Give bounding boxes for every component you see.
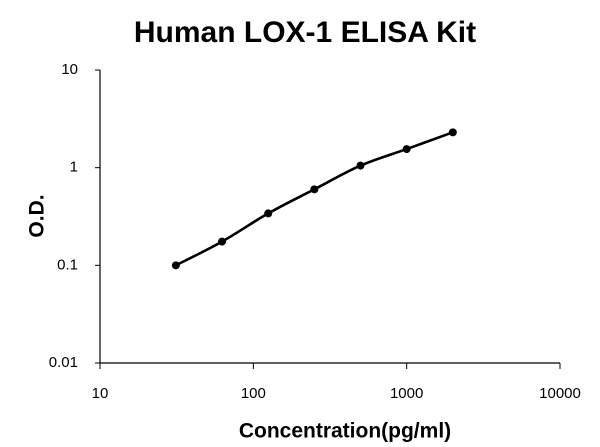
x-axis-label: Concentration(pg/ml) xyxy=(239,420,451,443)
chart-title: Human LOX-1 ELISA Kit xyxy=(134,16,476,49)
x-tick-label: 1000 xyxy=(390,385,423,402)
x-tick-label: 100 xyxy=(241,385,266,402)
x-tick-label: 10 xyxy=(92,385,109,402)
data-point xyxy=(171,261,180,270)
data-point xyxy=(402,145,411,154)
data-point xyxy=(356,161,365,170)
y-tick-label: 10 xyxy=(61,61,78,78)
data-point xyxy=(218,237,227,246)
curve xyxy=(175,131,454,267)
data-point xyxy=(448,128,457,137)
y-axis-label: O.D. xyxy=(26,194,49,237)
y-tick-label: 0.1 xyxy=(57,256,78,273)
data-point xyxy=(264,209,273,218)
data-point xyxy=(310,185,319,194)
y-tick-label: 0.01 xyxy=(49,354,78,371)
y-tick-label: 1 xyxy=(70,159,78,176)
x-tick-label: 10000 xyxy=(539,385,581,402)
